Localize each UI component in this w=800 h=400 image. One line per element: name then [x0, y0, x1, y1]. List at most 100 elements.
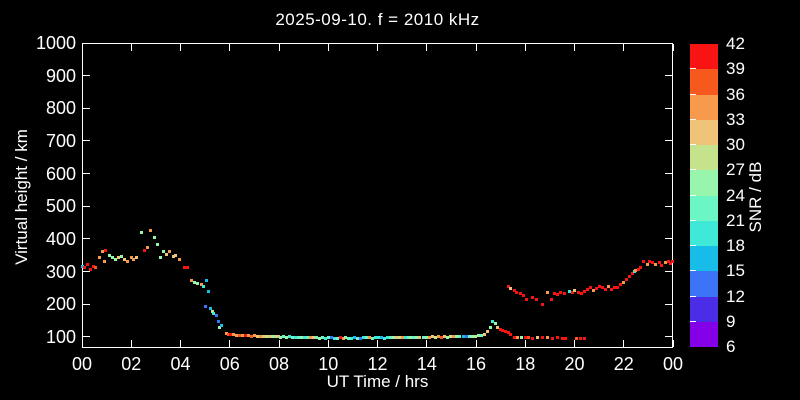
data-point: [612, 286, 616, 290]
colorbar-tick-label: 21: [726, 210, 745, 230]
colorbar-tick-label: 27: [726, 160, 745, 180]
data-point: [449, 335, 453, 339]
y-tick-right: [665, 75, 672, 77]
data-point: [171, 255, 175, 259]
x-tick: [672, 340, 674, 347]
x-tick-top: [475, 44, 477, 51]
data-point: [285, 335, 289, 339]
data-point: [155, 243, 159, 247]
x-tick-top: [377, 44, 378, 51]
data-point: [229, 332, 233, 336]
y-tick-label: 100: [45, 326, 76, 347]
colorbar-tick-label: 42: [726, 34, 745, 53]
data-point: [129, 256, 133, 260]
x-tick-top: [623, 44, 625, 51]
x-tick-top: [180, 44, 181, 51]
data-point: [309, 336, 313, 340]
y-tick-label: 300: [45, 261, 76, 282]
colorbar-segment: [690, 144, 718, 171]
data-point: [306, 336, 310, 340]
colorbar-tick: [690, 144, 696, 145]
y-tick-right: [665, 336, 672, 338]
data-point: [512, 336, 516, 340]
data-point: [430, 335, 434, 339]
data-point: [452, 335, 456, 339]
data-point: [433, 335, 437, 339]
y-tick-right: [665, 107, 672, 109]
data-point: [335, 337, 339, 341]
y-tick-right: [665, 205, 672, 207]
data-point: [182, 266, 186, 270]
data-point: [540, 336, 544, 340]
data-point: [255, 334, 259, 338]
x-tick-label: 04: [170, 354, 191, 374]
data-point: [479, 333, 483, 337]
colorbar-segment: [690, 43, 718, 70]
data-point: [458, 335, 462, 339]
x-tick-label: 02: [121, 354, 142, 374]
data-point: [264, 335, 268, 339]
colorbar-segment: [690, 245, 718, 272]
data-point: [637, 268, 641, 272]
data-point: [585, 288, 589, 292]
colorbar-tick-label: 9: [726, 311, 736, 331]
data-point: [576, 291, 580, 295]
data-point: [224, 332, 228, 336]
data-point: [365, 336, 369, 340]
x-tick: [327, 340, 329, 347]
data-point: [625, 278, 629, 282]
data-point: [123, 258, 127, 262]
data-point: [82, 266, 86, 270]
data-point: [556, 292, 560, 296]
data-point: [509, 287, 513, 291]
data-point: [403, 336, 407, 340]
data-point: [135, 256, 139, 260]
data-point: [660, 264, 664, 268]
data-point: [385, 336, 389, 340]
data-point: [311, 335, 315, 339]
data-point: [126, 260, 130, 264]
data-point: [549, 298, 553, 302]
y-tick: [83, 107, 90, 109]
data-point: [350, 336, 354, 340]
colorbar-tick: [690, 219, 696, 221]
data-point: [573, 289, 577, 293]
x-tick-label: 18: [515, 354, 536, 374]
data-point: [102, 260, 106, 264]
data-point: [568, 290, 572, 294]
data-point: [101, 250, 105, 254]
data-point: [231, 333, 235, 337]
data-point: [353, 336, 357, 340]
data-point: [518, 292, 522, 296]
y-tick-label: 800: [45, 98, 76, 119]
x-axis-label: UT Time / hrs: [326, 372, 429, 391]
data-point: [244, 334, 247, 338]
x-tick-label: 20: [564, 354, 585, 374]
data-point: [597, 285, 601, 289]
data-point: [276, 335, 280, 339]
data-point: [117, 256, 121, 260]
data-point: [338, 336, 342, 340]
data-point: [493, 322, 497, 326]
data-point: [642, 260, 646, 264]
data-point: [470, 335, 474, 339]
data-point: [464, 335, 468, 339]
colorbar-segment: [690, 270, 718, 297]
data-point: [258, 335, 262, 339]
data-point: [249, 334, 253, 338]
colorbar-segment: [690, 296, 718, 322]
data-point: [645, 262, 649, 266]
data-point: [161, 250, 165, 254]
data-point: [506, 331, 510, 335]
data-point: [553, 292, 557, 296]
data-point: [241, 333, 245, 337]
y-tick-right: [665, 173, 672, 175]
data-point: [523, 336, 527, 340]
colorbar-tick: [690, 118, 696, 120]
data-point: [132, 258, 136, 262]
data-point: [446, 335, 450, 339]
data-point: [496, 326, 500, 330]
data-point: [418, 336, 422, 340]
data-point: [371, 336, 375, 340]
data-point: [98, 256, 102, 260]
